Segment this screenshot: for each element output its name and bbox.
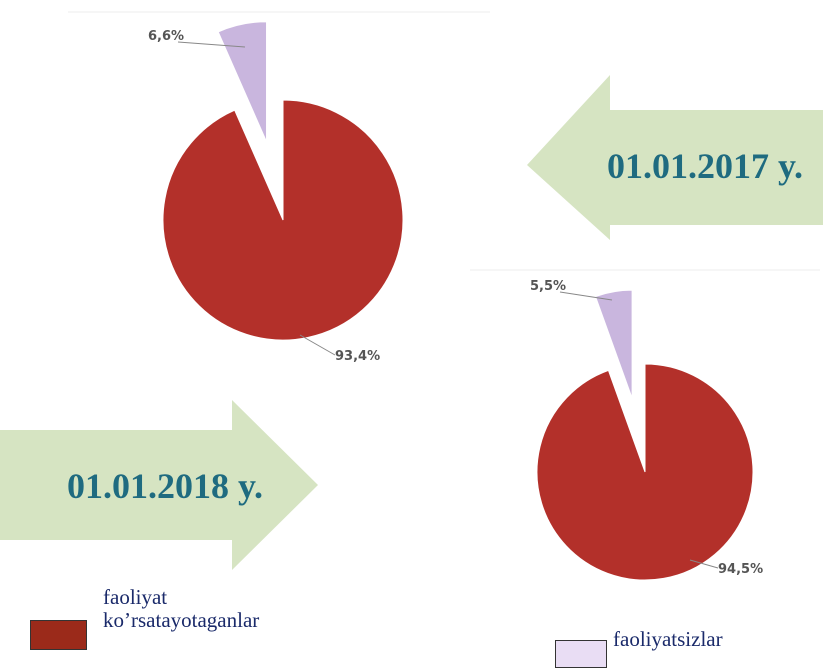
leader-line	[559, 291, 613, 301]
legend-label: faoliyatsizlar	[613, 627, 723, 651]
legend-label: faoliyat ko’rsatayotaganlar	[103, 585, 260, 632]
value-label: 94,5%	[718, 562, 763, 577]
pie-slice	[536, 363, 754, 581]
arrow	[0, 400, 318, 570]
legend-swatch	[555, 640, 607, 668]
pie-slice	[594, 289, 633, 399]
pie-title: 01.01.2018 y.	[67, 466, 263, 506]
pie-slice	[217, 21, 268, 142]
pie-title: 01.01.2017 y.	[607, 146, 803, 186]
leader-line	[299, 334, 336, 356]
value-label: 5,5%	[530, 279, 566, 294]
leader-line	[689, 559, 719, 569]
arrow	[527, 75, 823, 240]
pie-slice	[162, 99, 404, 341]
value-label: 6,6%	[148, 29, 184, 44]
legend-swatch	[30, 620, 87, 650]
value-label: 93,4%	[335, 349, 380, 364]
leader-line	[177, 41, 246, 48]
